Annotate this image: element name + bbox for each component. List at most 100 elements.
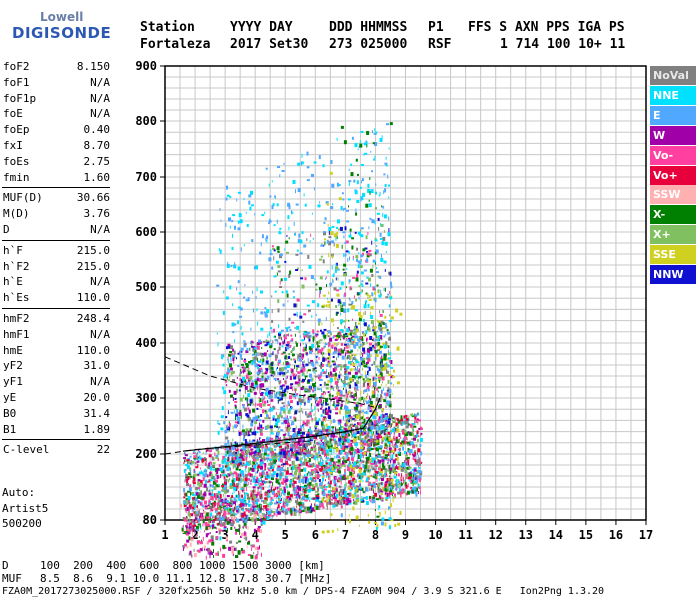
echo-point [222,522,226,526]
param-row: B1 1.89 [2,423,110,437]
echo-point [256,448,258,453]
echo-point [416,439,419,442]
echo-point [255,454,258,457]
echo-point [380,478,384,481]
echo-point [306,352,308,355]
echo-point [285,500,289,504]
echo-point [246,372,248,377]
echo-point [336,311,339,314]
echo-point [314,395,317,400]
echo-point [406,437,408,441]
param-name: foF1p [3,91,37,105]
echo-point [367,385,370,390]
echo-point [360,499,364,502]
echo-point [368,277,371,282]
echo-point [256,440,258,443]
echo-point [256,467,258,470]
echo-point [198,455,201,460]
echo-point [407,472,411,476]
echo-point [376,387,379,391]
echo-point [310,509,313,512]
echo-point [217,458,219,461]
echo-point [235,416,236,421]
echo-point [283,455,287,459]
echo-point [386,478,390,482]
echo-point [313,429,317,432]
echo-point [394,431,396,435]
echo-point [244,453,246,455]
echo-point [358,285,361,288]
echo-point [304,375,308,378]
echo-point [295,253,299,256]
echo-point [302,320,305,323]
echo-point [317,345,321,348]
echo-point [353,487,357,490]
echo-point [273,445,275,448]
echo-point [305,510,308,514]
echo-point [264,465,266,470]
echo-point [349,344,351,349]
echo-point [229,363,232,368]
param-value: 1.60 [83,170,111,184]
echo-point [330,457,334,462]
echo-point [411,433,414,436]
echo-point [192,480,194,484]
echo-point [377,341,381,346]
echo-point [396,484,399,488]
echo-point [408,466,412,469]
echo-point [208,512,210,517]
echo-point [348,351,352,354]
echo-point [409,423,413,428]
echo-point [360,228,362,232]
echo-point [309,499,311,502]
echo-point [369,253,372,257]
echo-point [241,503,245,507]
echo-point [220,520,222,525]
echo-point [219,520,221,525]
echo-point [353,393,355,398]
echo-point [411,489,414,494]
echo-point [309,385,311,389]
echo-point [372,264,374,268]
echo-point [245,515,248,520]
echo-point [247,371,251,376]
echo-point [271,370,275,374]
echo-point [302,333,304,336]
echo-point [270,366,274,371]
x-tick-label: 9 [402,528,409,542]
echo-point [256,491,260,496]
echo-point [316,498,320,502]
echo-point [306,344,307,349]
echo-point [215,493,218,496]
echo-point [302,363,305,367]
param-value: 2.75 [83,154,111,168]
echo-point [262,472,265,476]
echo-point [365,361,369,364]
echo-point [242,513,246,517]
echo-point [197,460,200,463]
echo-point [291,338,294,342]
echo-point [219,523,223,527]
echo-point [411,468,414,471]
echo-point [240,369,242,372]
echo-point [340,334,343,337]
echo-point [199,492,201,497]
param-name: B1 [3,422,17,436]
echo-point [400,477,402,482]
echo-point [305,363,309,366]
echo-point [267,404,271,406]
echo-point [184,479,186,483]
echo-point [278,478,282,481]
echo-point [241,366,245,369]
echo-point [278,346,281,351]
echo-point [268,447,272,452]
echo-point [309,448,312,451]
echo-point [415,455,417,459]
echo-point [308,463,311,467]
echo-point [216,518,220,521]
echo-point [306,434,310,439]
echo-point [185,474,187,477]
echo-point [315,348,318,351]
echo-point [250,382,254,387]
echo-point [376,284,379,287]
